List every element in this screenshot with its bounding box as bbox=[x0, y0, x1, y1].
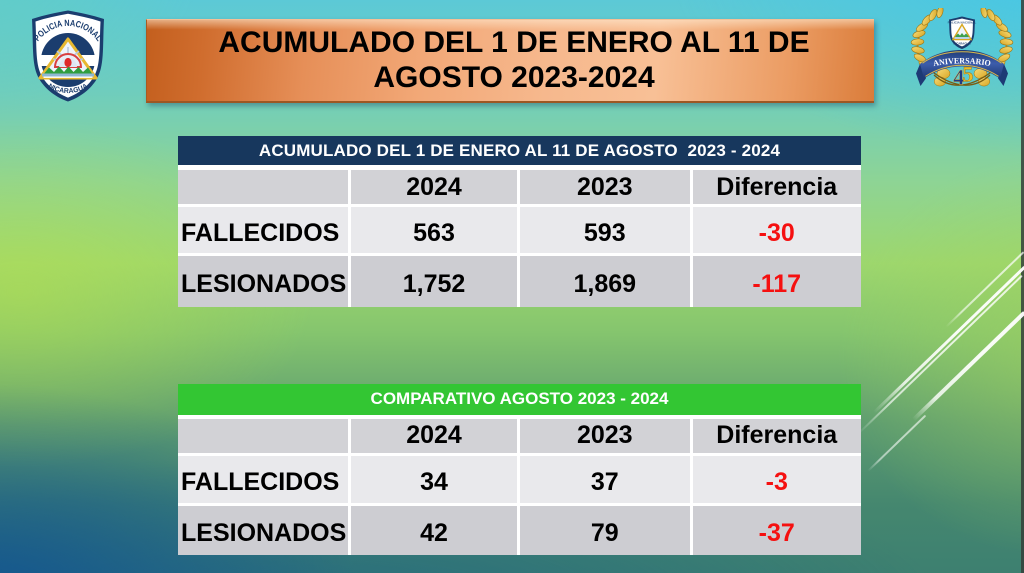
svg-text:NICARAGUA: NICARAGUA bbox=[953, 42, 970, 46]
svg-text:5: 5 bbox=[962, 62, 973, 87]
svg-text:POLICIA NACIONAL: POLICIA NACIONAL bbox=[948, 21, 977, 25]
svg-text:4: 4 bbox=[953, 64, 964, 89]
svg-text:ANIVERSARIO: ANIVERSARIO bbox=[932, 56, 992, 68]
